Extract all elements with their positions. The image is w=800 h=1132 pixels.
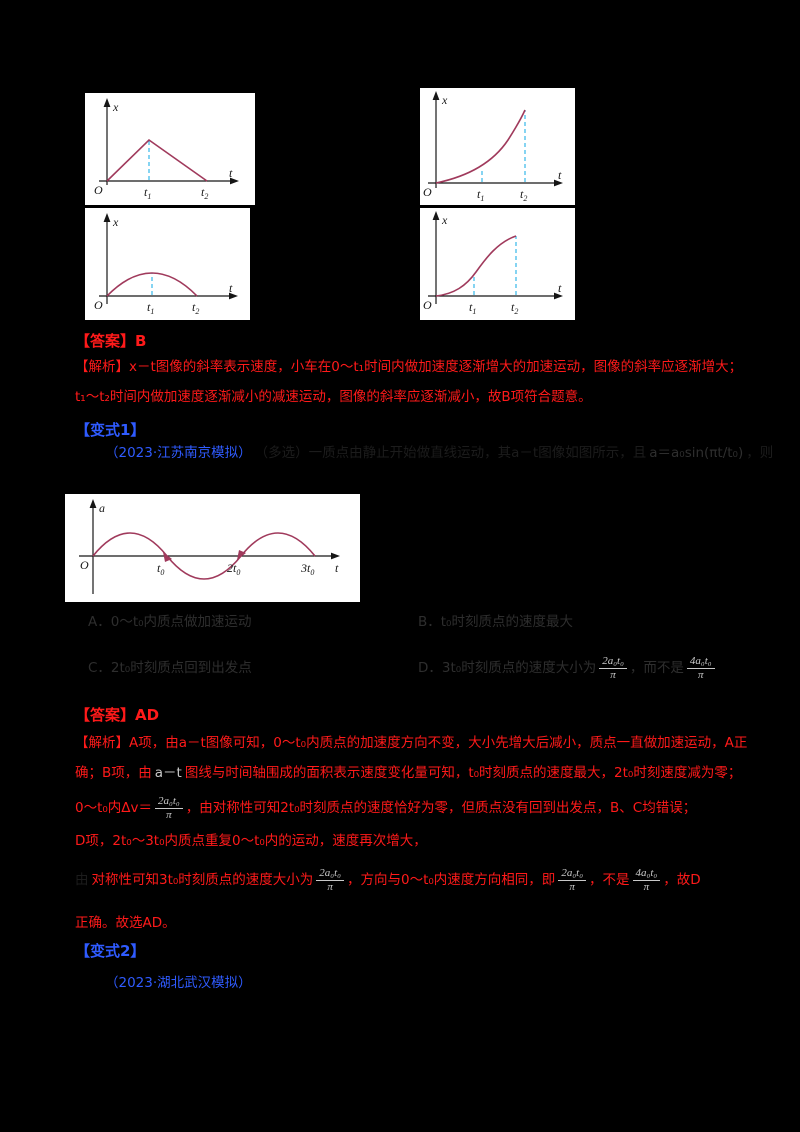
curve-direction-arrow-icon xyxy=(237,550,246,560)
origin-label: O xyxy=(423,185,432,199)
analysis-2-fraction-1: 2a₀t₀ π xyxy=(155,795,183,821)
x-axis-arrow-icon xyxy=(229,292,238,300)
answer-1-label: 【答案】 xyxy=(75,332,136,350)
t1-tick-label: t1 xyxy=(147,300,154,316)
option-d-fraction-2: 4a₀t₀ π xyxy=(686,655,715,681)
x-axis-arrow-icon xyxy=(554,179,563,187)
xt-graph-panel-a: x t O t1 t2 xyxy=(85,93,255,205)
analysis-2-line-2-pre: 确；B项，由 xyxy=(75,765,152,781)
position-curve xyxy=(435,235,517,297)
x-axis-arrow-icon xyxy=(554,292,563,300)
y-axis-arrow-icon xyxy=(89,499,97,508)
at-graph-panel: a t O t0 2t0 3t0 xyxy=(65,494,360,602)
t0-tick-label: t0 xyxy=(157,561,164,577)
origin-label: O xyxy=(94,298,103,312)
x-axis-label: t xyxy=(335,561,339,575)
option-c-text: C．2t₀时刻质点回到出发点 xyxy=(88,660,252,676)
y-axis-arrow-icon xyxy=(432,211,440,220)
analysis-2-line-5-mid-1: ，方向与0～t₀内速度方向相同，即 xyxy=(347,872,556,888)
t2-tick-label: t2 xyxy=(511,300,518,316)
option-d-pre: D．3t₀时刻质点的速度大小为 xyxy=(418,660,597,676)
xt-graph-panel-c: x t O t1 t2 xyxy=(85,208,250,320)
variant-2-label: 【变式2】 xyxy=(75,942,146,960)
x-axis-arrow-icon xyxy=(230,177,239,185)
2t0-tick-label: 2t0 xyxy=(227,561,240,577)
x-axis-label: t xyxy=(558,281,562,295)
analysis-2-line-5-post: ，故D xyxy=(663,872,701,888)
3t0-tick-label: 3t0 xyxy=(300,561,314,577)
analysis-1-line-2: t₁～t₂时间内做加速度逐渐减小的减速运动，图像的斜率应逐渐减小，故B项符合题意… xyxy=(75,389,592,405)
variant-1-stem-line: （2023·江苏南京模拟） （多选）一质点由静止开始做直线运动，其a－t图像如图… xyxy=(105,443,773,463)
answer-2: 【答案】AD xyxy=(75,705,159,725)
origin-label: O xyxy=(80,558,89,572)
option-c: C．2t₀时刻质点回到出发点 xyxy=(88,648,252,688)
y-axis-label: x xyxy=(112,215,119,229)
y-axis-label: x xyxy=(441,93,448,107)
y-axis-arrow-icon xyxy=(103,98,111,107)
position-curve xyxy=(106,272,198,297)
xt-graph-panel-d: x t O t1 t2 xyxy=(420,208,575,320)
analysis-2-line-1: 【解析】A项，由a－t图像可知，0～t₀内质点的加速度方向不变，大小先增大后减小… xyxy=(75,735,748,751)
x-axis-arrow-icon xyxy=(331,552,340,560)
analysis-2-line-5-pre: 对称性可知3t₀时刻质点的速度大小为 xyxy=(91,872,314,888)
analysis-2-line-3-post: ，由对称性可知2t₀时刻质点的速度恰好为零，但质点没有回到出发点，B、C均错误； xyxy=(185,800,697,816)
x-axis-label: t xyxy=(558,168,562,182)
answer-1-value: B xyxy=(135,332,147,350)
option-d: D．3t₀时刻质点的速度大小为 2a₀t₀ π ，而不是 4a₀t₀ π xyxy=(418,648,715,688)
variant-1-stem-equation: a＝a₀sin(πt/t₀) xyxy=(649,445,744,461)
y-axis-arrow-icon xyxy=(432,91,440,100)
y-axis-arrow-icon xyxy=(103,213,111,222)
analysis-2-fraction-4: 4a₀t₀ π xyxy=(632,867,661,893)
variant-1-label: 【变式1】 xyxy=(75,421,146,439)
position-curve xyxy=(435,109,526,184)
analysis-2-line-5-lead: 由 xyxy=(75,872,89,888)
curve-direction-arrow-icon xyxy=(163,552,172,562)
t2-tick-label: t2 xyxy=(520,187,527,203)
analysis-1-line-1: 【解析】x－t图像的斜率表示速度，小车在0～t₁时间内做加速度逐渐增大的加速运动… xyxy=(75,359,743,375)
analysis-2-line-4: D项，2t₀～3t₀内质点重复0～t₀内的运动，速度再次增大， xyxy=(75,833,427,849)
analysis-2-line-6: 正确。故选AD。 xyxy=(75,915,176,931)
xt-graph-d-svg: x t O t1 t2 xyxy=(423,211,563,316)
variant-1-stem-post: ，则 xyxy=(746,445,774,461)
t2-tick-label: t2 xyxy=(192,300,199,316)
xt-graph-panel-b: x t O t1 t2 xyxy=(420,88,575,205)
analysis-2-line-2: 确；B项，由 a－t 图线与时间轴围成的面积表示速度变化量可知，t₀时刻质点的速… xyxy=(75,763,741,783)
analysis-2-line-5: 由 对称性可知3t₀时刻质点的速度大小为 2a₀t₀ π ，方向与0～t₀内速度方… xyxy=(75,861,701,899)
y-axis-label: x xyxy=(112,100,119,114)
analysis-2-line-5-mid-2: ，不是 xyxy=(589,872,630,888)
answer-1: 【答案】B xyxy=(75,331,146,351)
x-axis-label: t xyxy=(229,281,233,295)
xt-graph-a-svg: x t O t1 t2 xyxy=(94,98,239,201)
analysis-2-fraction-2: 2a₀t₀ π xyxy=(316,867,345,893)
analysis-2-line-2-post: 图线与时间轴围成的面积表示速度变化量可知，t₀时刻质点的速度最大，2t₀时刻速度… xyxy=(184,765,742,781)
position-curve xyxy=(106,138,208,182)
answer-2-value: AD xyxy=(135,706,160,724)
option-b: B．t₀时刻质点的速度最大 xyxy=(418,614,573,630)
variant-1-stem-pre: （多选）一质点由静止开始做直线运动，其a－t图像如图所示，且 xyxy=(254,445,647,461)
xt-graph-c-svg: x t O t1 t2 xyxy=(94,213,238,316)
analysis-2-line-3-pre: 0～t₀内Δv＝ xyxy=(75,800,153,816)
analysis-2-line-2-formula: a－t xyxy=(154,765,182,781)
option-d-fraction-1: 2a₀t₀ π xyxy=(599,655,627,681)
t1-tick-label: t1 xyxy=(477,187,484,203)
option-d-mid: ，而不是 xyxy=(629,660,684,676)
xt-graph-b-svg: x t O t1 t2 xyxy=(423,91,563,203)
option-a: A．0～t₀内质点做加速运动 xyxy=(88,614,252,630)
variant-2-cite: （2023·湖北武汉模拟） xyxy=(105,975,252,991)
answer-2-label: 【答案】 xyxy=(75,706,136,724)
t2-tick-label: t2 xyxy=(201,185,208,201)
acceleration-curve xyxy=(92,532,316,580)
y-axis-label: x xyxy=(441,213,448,227)
analysis-2-line-3: 0～t₀内Δv＝ 2a₀t₀ π ，由对称性可知2t₀时刻质点的速度恰好为零，但质… xyxy=(75,789,696,827)
y-axis-label: a xyxy=(99,501,105,515)
analysis-2-fraction-3: 2a₀t₀ π xyxy=(558,867,587,893)
x-axis-label: t xyxy=(229,166,233,180)
origin-label: O xyxy=(94,183,103,197)
t1-tick-label: t1 xyxy=(144,185,151,201)
origin-label: O xyxy=(423,298,432,312)
at-graph-svg: a t O t0 2t0 3t0 xyxy=(79,499,340,594)
variant-1-cite: （2023·江苏南京模拟） xyxy=(105,445,252,461)
t1-tick-label: t1 xyxy=(469,300,476,316)
